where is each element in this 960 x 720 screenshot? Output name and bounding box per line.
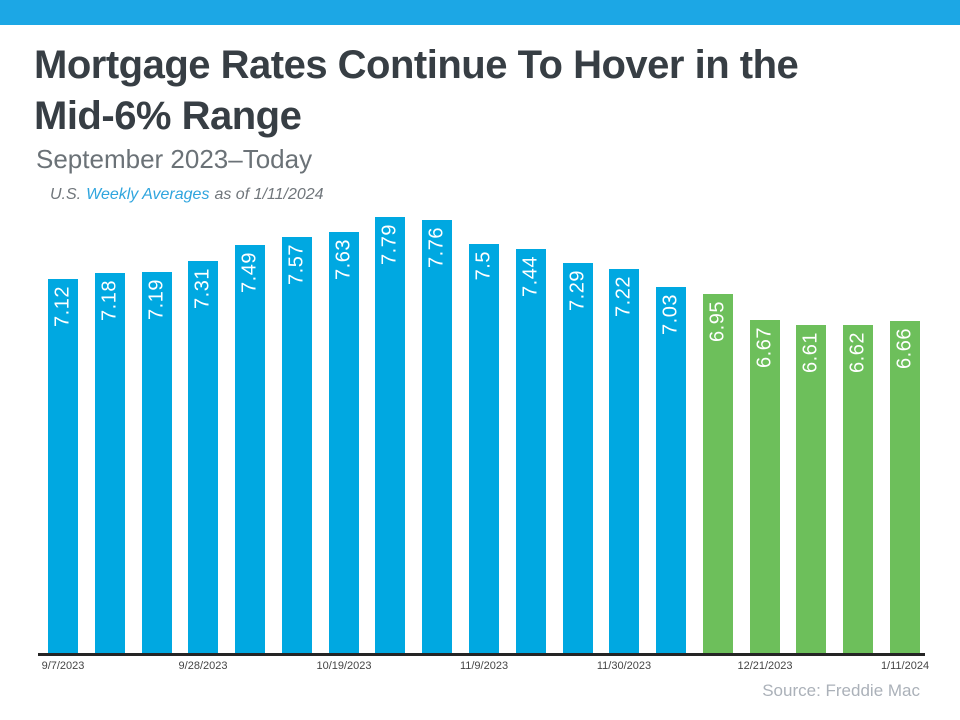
bar-value-label: 6.62: [846, 332, 869, 373]
bar-value-label: 7.44: [519, 256, 542, 297]
x-tick-label: 12/21/2023: [737, 660, 793, 672]
bar: 7.5: [469, 244, 499, 653]
note-prefix: U.S.: [50, 186, 82, 203]
bar-value-label: 7.19: [145, 279, 168, 320]
bar: 7.57: [282, 237, 312, 653]
bar: 6.62: [843, 325, 873, 653]
bar-value-label: 7.31: [191, 268, 214, 309]
bar: 7.22: [609, 269, 639, 653]
x-tick-label: 11/9/2023: [459, 660, 509, 672]
bar: 6.67: [750, 320, 780, 653]
bar-value-label: 7.03: [659, 294, 682, 335]
bar-value-label: 7.22: [612, 276, 635, 317]
bar-value-label: 7.5: [472, 251, 495, 281]
bar: 7.03: [656, 287, 686, 653]
bar-value-label: 7.49: [238, 252, 261, 293]
x-tick-label: 9/28/2023: [178, 660, 228, 672]
x-tick-label: 9/7/2023: [41, 660, 85, 672]
source-credit: Source: Freddie Mac: [762, 681, 920, 700]
page-title-line2: Mid-6% Range: [34, 94, 302, 138]
bar-value-label: 6.67: [753, 327, 776, 368]
bar-value-label: 6.66: [893, 328, 916, 369]
bar-value-label: 7.57: [285, 244, 308, 285]
bar: 6.95: [703, 294, 733, 653]
bar: 7.12: [48, 279, 78, 653]
bar: 7.49: [235, 245, 265, 653]
bar-value-label: 7.18: [98, 280, 121, 321]
x-axis-line: [38, 653, 925, 656]
bar: 7.31: [188, 261, 218, 653]
bar-value-label: 7.12: [51, 286, 74, 327]
bar: 7.19: [142, 272, 172, 653]
bar-value-label: 7.63: [332, 239, 355, 280]
bar: 7.76: [422, 220, 452, 653]
chart-note: U.S. Weekly Averages as of 1/11/2024: [50, 186, 324, 204]
bar-value-label: 7.79: [378, 224, 401, 265]
bar: 6.61: [796, 325, 826, 653]
x-tick-label: 10/19/2023: [316, 660, 372, 672]
bar: 7.29: [563, 263, 593, 653]
subtitle: September 2023–Today: [36, 144, 313, 174]
page-title: Mortgage Rates Continue To Hover in the …: [34, 40, 799, 142]
bar-value-label: 6.61: [799, 332, 822, 373]
bar: 7.18: [95, 273, 125, 653]
top-accent-bar: [0, 0, 960, 25]
bar: 7.44: [516, 249, 546, 653]
x-tick-label: 1/11/2024: [880, 660, 930, 672]
x-tick-label: 11/30/2023: [596, 660, 652, 672]
bar-value-label: 6.95: [706, 301, 729, 342]
bar: 7.79: [375, 217, 405, 653]
bar-value-label: 7.76: [425, 227, 448, 268]
bar-value-label: 7.29: [566, 270, 589, 311]
bar: 6.66: [890, 321, 920, 653]
bar: 7.63: [329, 232, 359, 653]
page-title-line1: Mortgage Rates Continue To Hover in the: [34, 43, 799, 87]
weekly-averages-link[interactable]: Weekly Averages: [86, 186, 210, 203]
note-suffix: as of 1/11/2024: [214, 186, 324, 203]
